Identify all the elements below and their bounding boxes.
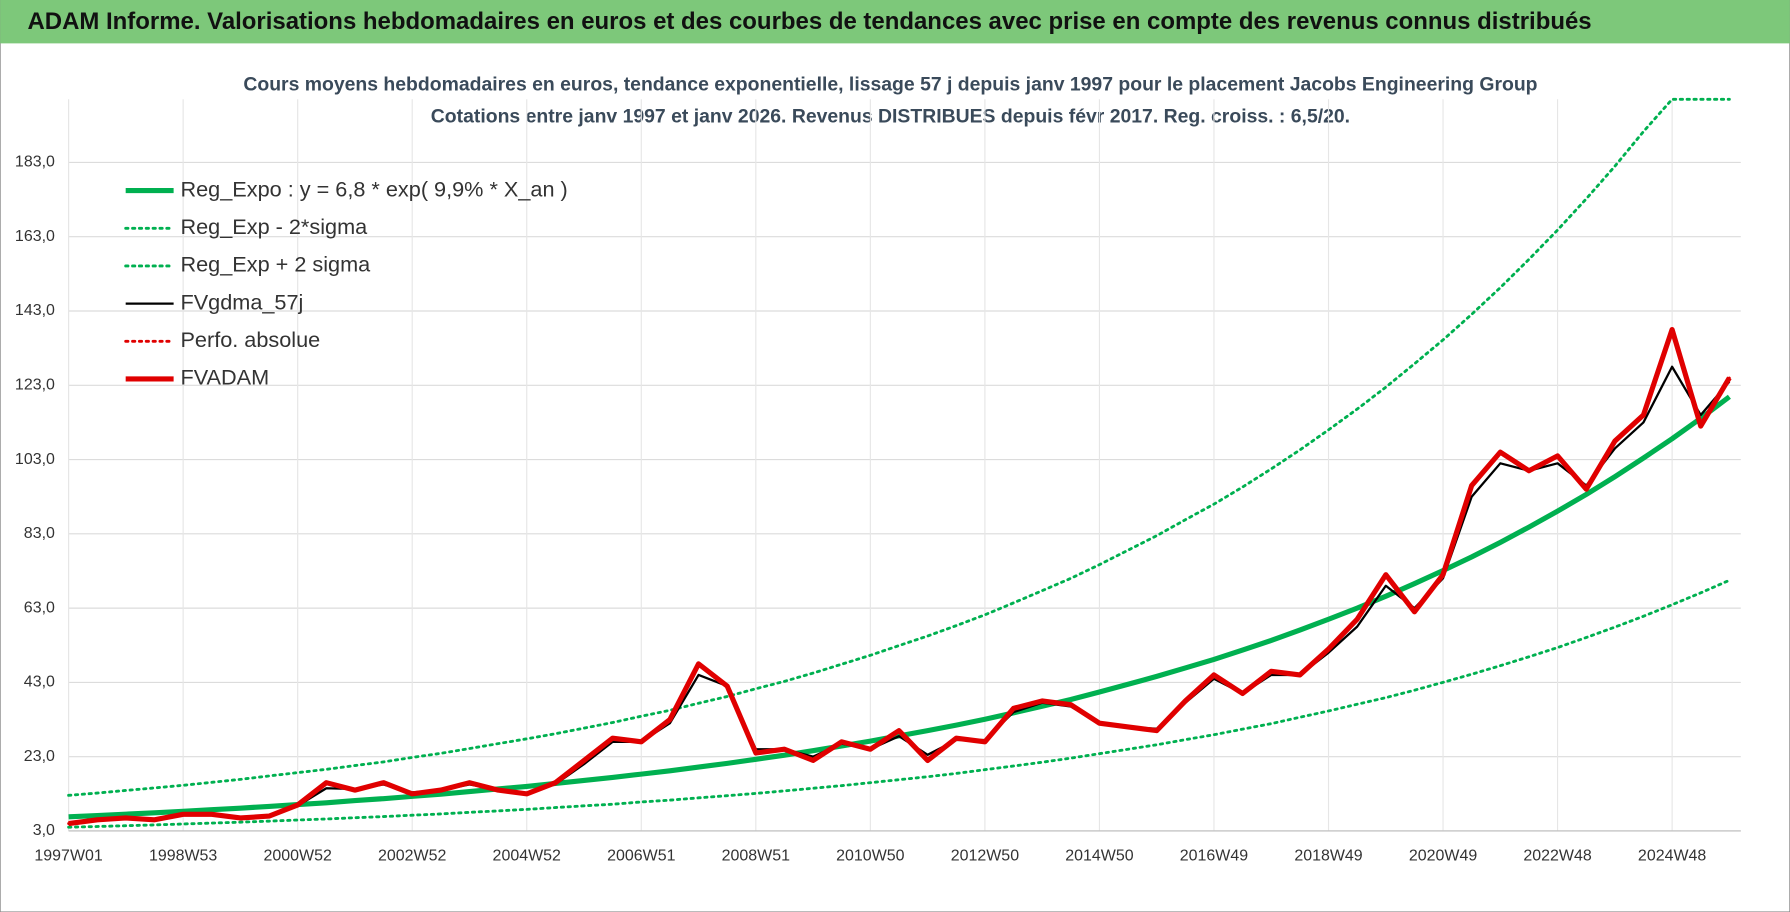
y-tick-label: 183,0 bbox=[15, 154, 55, 171]
legend-label: Reg_Expo : y = 6,8 * exp( 9,9% * X_an ) bbox=[180, 176, 567, 201]
chart-subtitle: Cotations entre janv 1997 et janv 2026. … bbox=[431, 106, 1350, 128]
x-tick-label: 2024W48 bbox=[1638, 847, 1706, 864]
x-tick-label: 2012W50 bbox=[951, 847, 1019, 864]
legend-label: FVADAM bbox=[180, 365, 269, 390]
x-tick-label: 2008W51 bbox=[722, 847, 790, 864]
legend-label: Perfo. absolue bbox=[180, 327, 320, 352]
y-tick-label: 83,0 bbox=[24, 525, 55, 542]
y-tick-label: 143,0 bbox=[15, 302, 55, 319]
y-tick-label: 123,0 bbox=[15, 376, 55, 393]
x-tick-label: 2016W49 bbox=[1180, 847, 1248, 864]
y-tick-label: 103,0 bbox=[15, 451, 55, 468]
x-tick-label: 1997W01 bbox=[34, 847, 102, 864]
banner-bg bbox=[0, 0, 1790, 44]
series-line bbox=[68, 326, 1732, 827]
x-tick-label: 2004W52 bbox=[493, 847, 561, 864]
y-tick-label: 23,0 bbox=[24, 748, 55, 765]
x-tick-label: 2010W50 bbox=[836, 847, 904, 864]
x-tick-label: 2000W52 bbox=[263, 847, 331, 864]
series-line bbox=[67, 578, 1731, 829]
y-tick-label: 3,0 bbox=[33, 822, 55, 839]
grid: 3,0 23,0 43,0 63,0 83,0 103,0 123,0 143,0 163,0 1… bbox=[15, 99, 1741, 864]
legend-label: FVgdma_57j bbox=[180, 289, 303, 314]
x-tick-label: 2020W49 bbox=[1409, 847, 1477, 864]
x-tick-label: 2006W51 bbox=[607, 847, 675, 864]
x-tick-label: 2002W52 bbox=[378, 847, 446, 864]
x-tick-label: 2018W49 bbox=[1294, 847, 1362, 864]
y-tick-label: 43,0 bbox=[24, 674, 55, 691]
x-tick-label: 2014W50 bbox=[1065, 847, 1133, 864]
legend-label: Reg_Exp - 2*sigma bbox=[180, 214, 368, 239]
series-line bbox=[67, 97, 1731, 797]
banner: ADAM Informe. Valorisations hebdomadaire… bbox=[28, 8, 1592, 35]
plot bbox=[67, 97, 1732, 829]
x-tick-label: 2022W48 bbox=[1523, 847, 1591, 864]
legend: Reg_Expo : y = 6,8 * exp( 9,9% * X_an ) R… bbox=[124, 176, 568, 390]
legend-label: Reg_Exp + 2 sigma bbox=[180, 252, 371, 277]
y-tick-label: 163,0 bbox=[15, 228, 55, 245]
y-tick-label: 63,0 bbox=[24, 599, 55, 616]
x-tick-label: 1998W53 bbox=[149, 847, 217, 864]
chart-title: Cours moyens hebdomadaires en euros, ten… bbox=[243, 74, 1537, 96]
